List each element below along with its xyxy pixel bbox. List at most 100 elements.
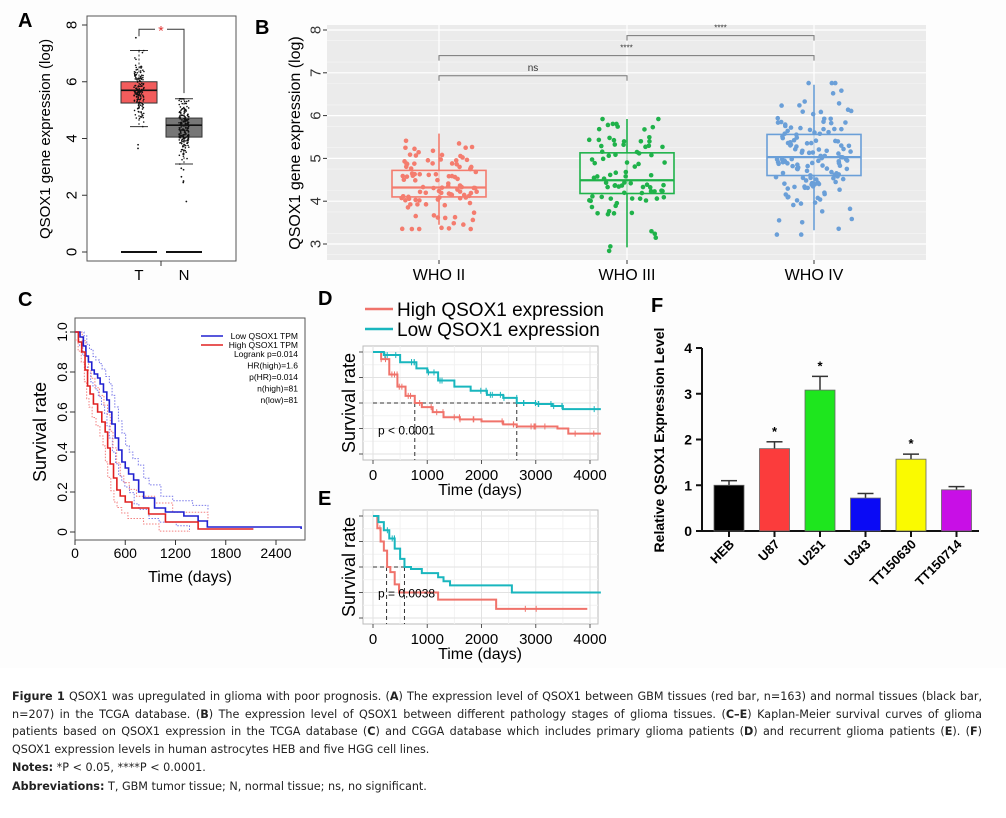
data-point: [589, 157, 595, 162]
data-point: [821, 116, 827, 122]
data-point: [791, 137, 797, 143]
p-value-annotation: p < 0.0001: [378, 424, 435, 438]
data-point: [187, 128, 189, 130]
data-point: [403, 164, 409, 170]
bar: [850, 497, 881, 532]
data-point: [137, 93, 139, 96]
x-tick-label: 1000: [411, 467, 444, 484]
caption-panel-ref: A: [389, 690, 399, 703]
data-point: [661, 194, 667, 200]
data-point: [140, 74, 143, 76]
data-point: [141, 91, 144, 94]
data-point: [181, 119, 183, 121]
caption-parts: A) The expression level of QSOX1 between…: [12, 690, 982, 756]
y-axis-label: QSOX1 gene expression (log): [287, 36, 304, 249]
data-point: [789, 156, 795, 162]
data-point: [606, 153, 612, 159]
data-point: [413, 197, 418, 203]
data-point: [846, 143, 852, 149]
data-point: [186, 157, 188, 160]
data-point: [186, 124, 188, 127]
data-point: [433, 171, 439, 177]
caption-panel-ref: C: [367, 725, 376, 738]
data-point: [179, 163, 181, 165]
data-point: [795, 165, 801, 170]
data-point: [142, 76, 144, 79]
data-point: [180, 97, 182, 100]
y-axis-label: Survival rate: [30, 382, 50, 482]
data-point: [184, 111, 186, 114]
data-point: [463, 195, 469, 200]
caption-panel-ref: F: [969, 725, 978, 738]
data-point: [832, 80, 838, 86]
y-tick-label: 0.2: [54, 482, 70, 502]
data-point: [137, 85, 140, 87]
data-point: [830, 91, 836, 96]
data-point: [136, 68, 139, 71]
data-point: [183, 100, 186, 103]
data-point: [180, 100, 183, 103]
data-point: [187, 125, 190, 128]
data-point: [180, 148, 183, 151]
data-point: [138, 101, 141, 103]
data-point: [182, 133, 185, 136]
y-axis-label: QSOX1 gene expression (log): [37, 39, 54, 239]
data-point: [841, 146, 846, 152]
data-point: [134, 78, 137, 80]
data-point: [186, 105, 188, 108]
data-point: [838, 154, 844, 160]
caption-panel-ref: D: [743, 725, 754, 738]
data-point: [141, 105, 144, 107]
data-point: [785, 186, 791, 191]
data-point: [435, 215, 441, 220]
data-point: [640, 184, 646, 190]
data-point: [840, 176, 846, 182]
data-point: [142, 121, 145, 123]
data-point: [420, 184, 426, 190]
data-point: [458, 153, 463, 159]
data-point: [181, 138, 184, 141]
data-point: [141, 51, 144, 54]
data-point: [647, 139, 652, 144]
data-point: [437, 195, 442, 200]
data-point: [137, 110, 140, 113]
data-point: [142, 98, 145, 101]
data-point: [792, 184, 797, 190]
caption-text: ). (: [952, 725, 970, 738]
data-point: [134, 74, 137, 76]
data-point: [810, 111, 816, 117]
data-point: [605, 184, 610, 190]
data-point: [143, 70, 145, 73]
legend-label: High QSOX1 expression: [397, 300, 604, 321]
data-point: [457, 183, 463, 188]
stat-label: n(high)=81: [257, 384, 298, 394]
data-point: [776, 218, 782, 223]
data-point: [183, 110, 186, 112]
data-point: [133, 94, 135, 97]
outlier-point: [134, 36, 137, 39]
outlier-point: [180, 167, 183, 170]
outlier-point: [180, 175, 183, 178]
data-point: [403, 138, 409, 144]
data-point: [133, 72, 136, 75]
data-point: [183, 140, 185, 143]
survival-curve: [373, 515, 601, 594]
data-point: [471, 210, 477, 216]
data-point: [794, 198, 800, 203]
data-point: [142, 96, 145, 98]
data-point: [621, 142, 626, 148]
data-point: [782, 181, 787, 186]
data-point: [636, 151, 642, 156]
data-point: [183, 112, 185, 115]
data-point: [596, 137, 602, 143]
data-point: [180, 109, 182, 112]
data-point: [415, 202, 420, 207]
data-point: [806, 80, 811, 86]
data-point: [185, 151, 187, 153]
data-point: [139, 83, 142, 86]
significance-label: *: [817, 358, 823, 373]
significance-bracket: [438, 55, 815, 61]
data-point: [467, 200, 473, 206]
data-point: [587, 198, 592, 203]
data-point: [623, 169, 629, 175]
